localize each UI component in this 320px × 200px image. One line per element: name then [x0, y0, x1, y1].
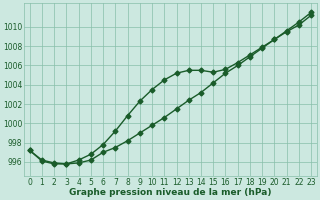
- X-axis label: Graphe pression niveau de la mer (hPa): Graphe pression niveau de la mer (hPa): [69, 188, 272, 197]
